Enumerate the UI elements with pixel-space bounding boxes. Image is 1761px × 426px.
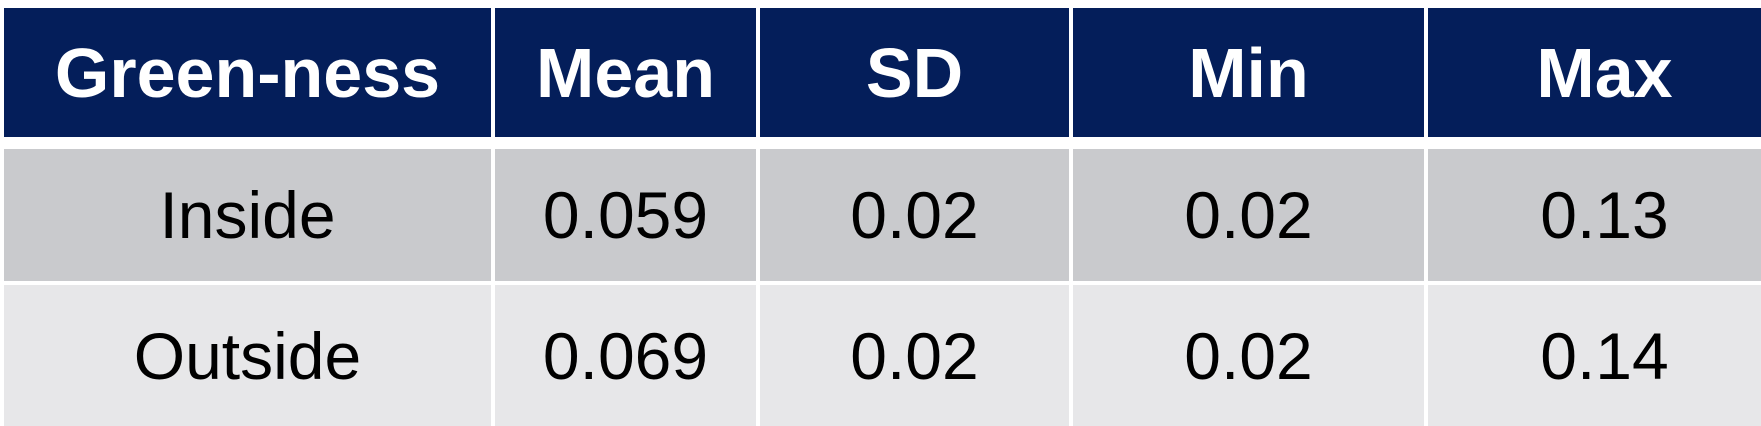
header-cell-sd: SD bbox=[760, 8, 1069, 137]
row-outside-sd: 0.02 bbox=[760, 285, 1069, 426]
row-outside-min: 0.02 bbox=[1073, 285, 1424, 426]
row-outside-max: 0.14 bbox=[1428, 285, 1761, 426]
row-outside-label: Outside bbox=[4, 285, 491, 426]
row-inside-label: Inside bbox=[4, 149, 491, 281]
header-cell-greenness: Green-ness bbox=[4, 8, 491, 137]
header-cell-mean: Mean bbox=[495, 8, 756, 137]
header-cell-max: Max bbox=[1428, 8, 1761, 137]
row-inside-min: 0.02 bbox=[1073, 149, 1424, 281]
row-outside-mean: 0.069 bbox=[495, 285, 756, 426]
header-cell-min: Min bbox=[1073, 8, 1424, 137]
row-inside-max: 0.13 bbox=[1428, 149, 1761, 281]
row-inside-sd: 0.02 bbox=[760, 149, 1069, 281]
row-inside-mean: 0.059 bbox=[495, 149, 756, 281]
